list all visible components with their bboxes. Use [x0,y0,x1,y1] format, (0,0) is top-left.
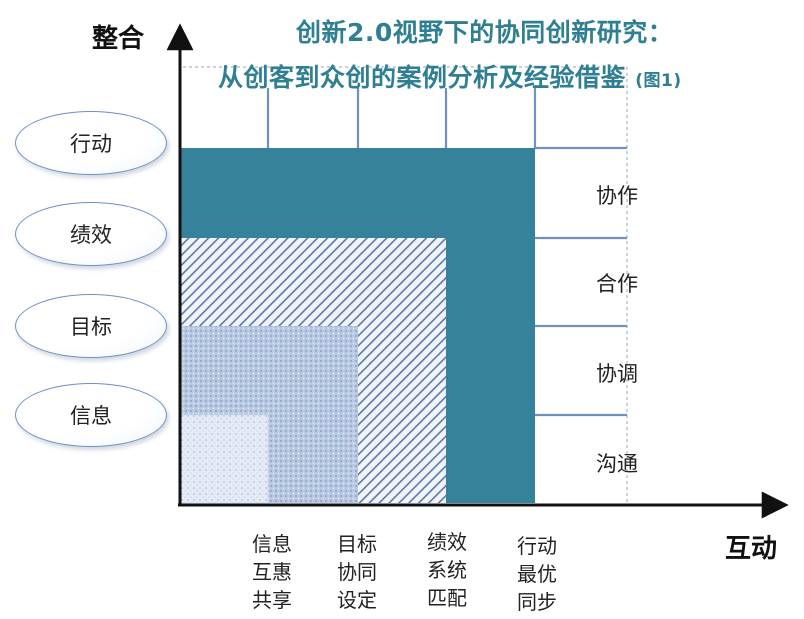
x-level-4-line-2: 最优 [517,562,557,586]
y-axis-label: 整合 [92,24,145,54]
x-level-2-line-1: 目标 [337,532,377,556]
level-cooperation: 合作 [596,272,638,296]
x-level-2-line-2: 协同 [337,560,377,584]
information-level-square [179,414,269,504]
x-level-1-line-3: 共享 [252,588,292,612]
x-level-action-sync: 行动 最优 同步 [507,532,567,616]
title-line-1: 创新2.0视野下的协同创新研究： [296,18,674,47]
title-line-2: 从创客到众创的案例分析及经验借鉴 (图1) [218,58,682,94]
x-axis-label: 互动 [725,534,778,564]
level-collaboration: 协作 [596,184,638,208]
x-level-3-line-2: 系统 [427,558,467,582]
title-line-2-text: 从创客到众创的案例分析及经验借鉴 [218,63,627,92]
title-figure-tag: (图1) [635,71,682,91]
level-coordination: 协调 [596,362,638,386]
y-level-action: 行动 [15,111,167,175]
x-level-1-line-1: 信息 [252,532,292,556]
x-level-performance-matching: 绩效 系统 匹配 [417,528,477,612]
y-level-goal: 目标 [15,294,167,358]
x-level-4-line-3: 同步 [517,590,557,614]
x-level-3-line-3: 匹配 [427,586,467,610]
x-level-3-line-1: 绩效 [427,530,467,554]
y-level-information: 信息 [15,383,167,447]
x-level-1-line-2: 互惠 [252,560,292,584]
y-level-performance: 绩效 [15,202,167,266]
x-level-goal-setting: 目标 协同 设定 [327,530,387,614]
x-level-information-sharing: 信息 互惠 共享 [242,530,302,614]
x-level-2-line-3: 设定 [337,588,377,612]
x-level-4-line-1: 行动 [517,534,557,558]
level-communication: 沟通 [596,452,638,476]
